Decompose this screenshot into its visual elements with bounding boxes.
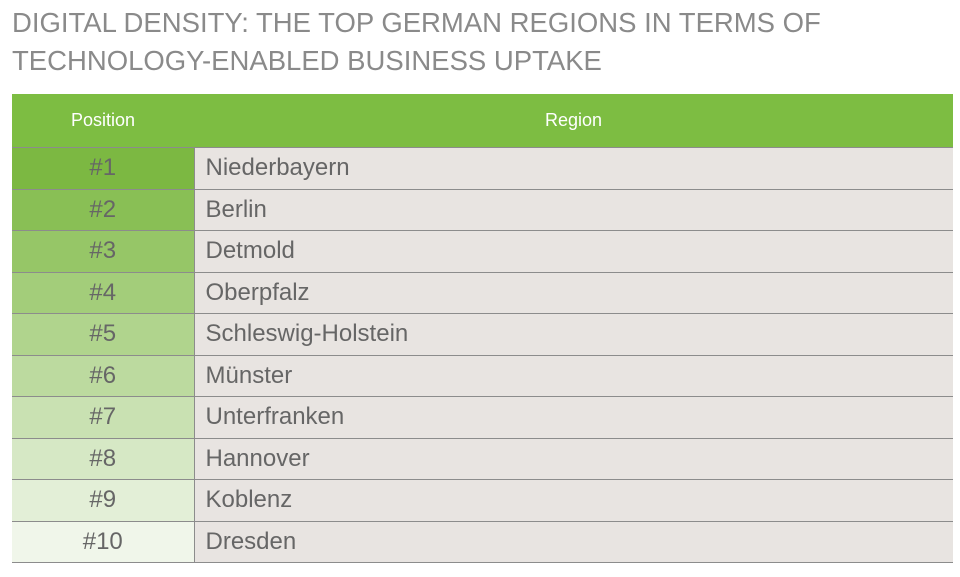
- table-row: #3 Detmold: [12, 230, 953, 272]
- position-cell: #9: [12, 479, 195, 521]
- position-cell: #1: [12, 147, 195, 189]
- position-cell: #7: [12, 396, 195, 438]
- position-cell: #6: [12, 354, 195, 397]
- ranking-table: Position Region #1 Niederbayern #2 Berlin #3…: [12, 94, 953, 563]
- table-row: #7 Unterfranken: [12, 396, 953, 438]
- region-cell: Oberpfalz: [194, 271, 953, 314]
- title: DIGITAL DENSITY: THE TOP GERMAN REGIONS …: [12, 4, 821, 80]
- region-cell: Koblenz: [194, 479, 953, 521]
- region-cell: Dresden: [194, 520, 953, 563]
- title-line: TECHNOLOGY-ENABLED BUSINESS UPTAKE: [12, 45, 602, 76]
- title-line: DIGITAL DENSITY: THE TOP GERMAN REGIONS …: [12, 7, 821, 38]
- header-row: Position Region: [12, 94, 953, 148]
- position-cell: #4: [12, 271, 195, 314]
- position-cell: #8: [12, 437, 195, 480]
- region-cell: Schleswig-Holstein: [194, 313, 953, 355]
- table-row: #8 Hannover: [12, 437, 953, 480]
- table-row: #1 Niederbayern: [12, 147, 953, 189]
- region-cell: Hannover: [194, 437, 953, 480]
- position-cell: #10: [12, 520, 195, 563]
- table-row: #5 Schleswig-Holstein: [12, 313, 953, 355]
- column-header: Region: [194, 94, 953, 148]
- position-cell: #5: [12, 313, 195, 355]
- region-cell: Münster: [194, 354, 953, 397]
- table-row: #10 Dresden: [12, 520, 953, 563]
- region-cell: Berlin: [194, 188, 953, 231]
- region-cell: Detmold: [194, 230, 953, 272]
- table-body: #1 Niederbayern #2 Berlin #3 Detmold #4 Oberpfa…: [12, 147, 953, 563]
- table-row: #6 Münster: [12, 354, 953, 397]
- region-cell: Unterfranken: [194, 396, 953, 438]
- region-cell: Niederbayern: [194, 147, 953, 189]
- column-header: Position: [12, 94, 194, 148]
- position-cell: #2: [12, 188, 195, 231]
- table-row: #2 Berlin: [12, 188, 953, 231]
- table-row: #4 Oberpfalz: [12, 271, 953, 314]
- table-row: #9 Koblenz: [12, 479, 953, 521]
- position-cell: #3: [12, 230, 195, 272]
